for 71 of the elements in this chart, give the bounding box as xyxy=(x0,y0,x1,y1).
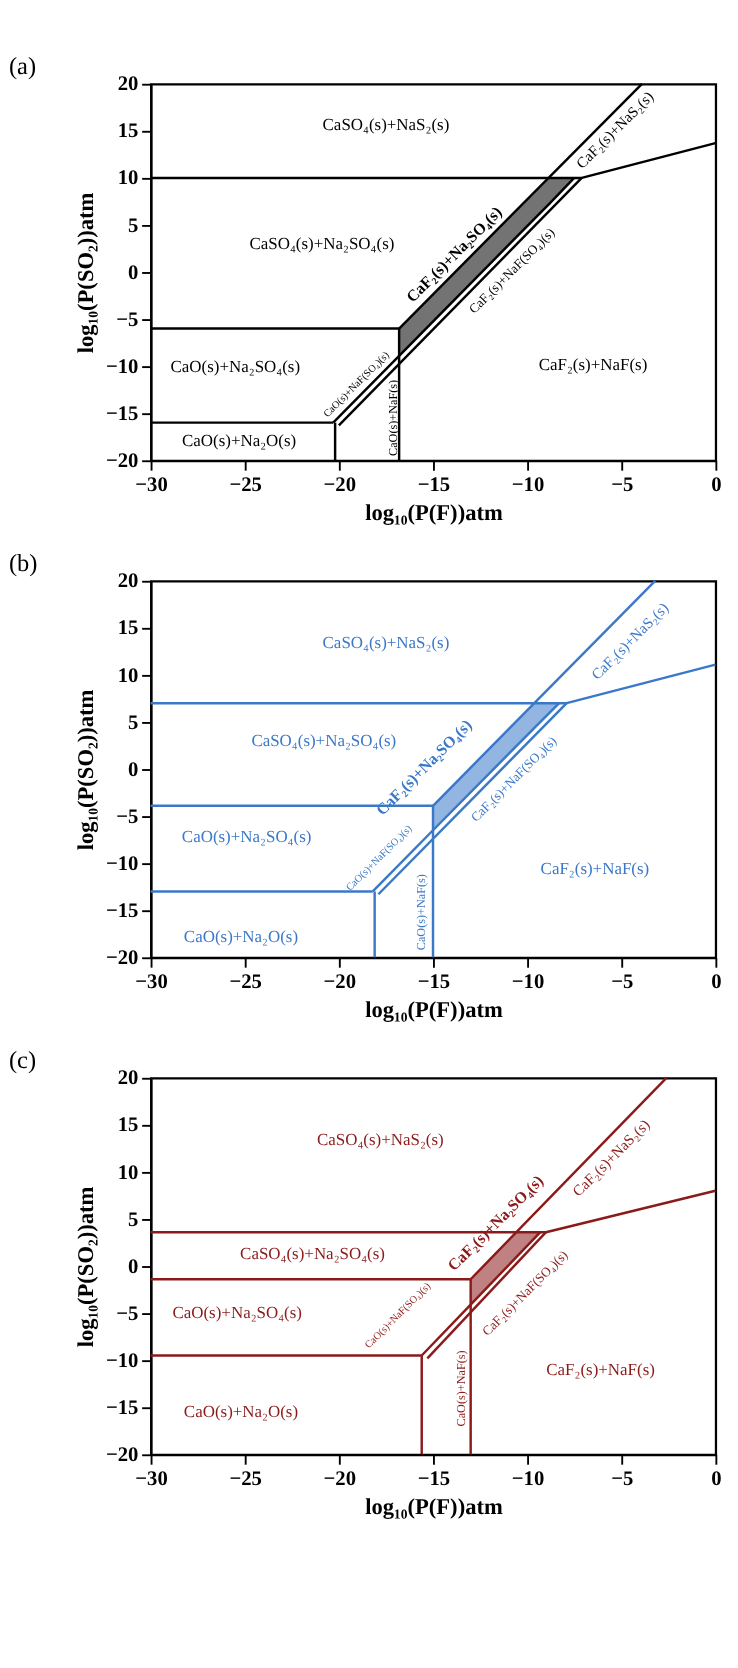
y-tick-label: −5 xyxy=(116,806,139,829)
y-tick-label: −10 xyxy=(105,1350,139,1373)
annotation: CaO(s)+Na₂SO₄(s) xyxy=(170,355,301,376)
x-tick-label: −20 xyxy=(323,1469,357,1492)
annotation: CaO(s)+Na₂SO₄(s) xyxy=(172,1301,303,1322)
annotation: CaF₂(s)+NaF(s) xyxy=(538,353,648,374)
y-tick-label: 0 xyxy=(128,1256,139,1279)
y-axis-title: log₁₀(P(SO₂))atm xyxy=(74,191,99,354)
y-tick-label: 20 xyxy=(117,74,139,97)
annotation: CaF₂(s)+NaF(s) xyxy=(540,857,650,878)
annotation: CaO(s)+Na₂O(s) xyxy=(183,1400,299,1421)
y-tick-label: −20 xyxy=(105,1444,139,1467)
annotation: CaSO₄(s)+Na₂SO₄(s) xyxy=(240,1243,386,1264)
x-tick-label: −5 xyxy=(611,475,634,498)
x-tick-label: −30 xyxy=(135,1469,168,1492)
y-tick-label: −10 xyxy=(105,853,139,876)
y-tick-label: 5 xyxy=(128,1209,139,1232)
y-axis-title: log₁₀(P(SO₂))atm xyxy=(74,1185,99,1348)
y-tick-label: 10 xyxy=(117,1162,139,1185)
y-tick-label: 15 xyxy=(117,1115,139,1138)
y-tick-label: 10 xyxy=(117,665,139,688)
y-tick-label: 5 xyxy=(128,712,139,735)
x-axis-title: log₁₀(P(F))atm xyxy=(365,501,504,526)
x-tick-label: −20 xyxy=(323,972,357,995)
y-tick-label: −20 xyxy=(105,947,139,970)
y-tick-label: 20 xyxy=(117,571,139,594)
y-tick-label: 0 xyxy=(128,262,139,285)
y-tick-label: −15 xyxy=(105,403,139,426)
annotation: CaO(s)+Na₂SO₄(s) xyxy=(181,825,312,846)
x-tick-label: −5 xyxy=(611,1469,634,1492)
annotation: CaF₂(s)+NaF(s) xyxy=(546,1359,656,1380)
annotation: CaO(s)+Na₂O(s) xyxy=(181,430,297,451)
annotation: CaO(s)+Na₂O(s) xyxy=(183,926,299,947)
y-tick-label: 10 xyxy=(117,168,139,191)
x-axis-title: log₁₀(P(F))atm xyxy=(365,998,504,1023)
x-tick-label: −25 xyxy=(229,475,262,498)
x-tick-label: 0 xyxy=(711,475,722,498)
annotation: CaSO₄(s)+NaS₂(s) xyxy=(322,113,450,134)
chart-title: (a) xyxy=(8,52,37,81)
y-tick-label: −15 xyxy=(105,1397,139,1420)
y-tick-label: −5 xyxy=(116,309,139,332)
x-tick-label: −5 xyxy=(611,972,634,995)
x-tick-label: −15 xyxy=(417,1469,451,1492)
annotation: CaSO₄(s)+NaS₂(s) xyxy=(316,1128,445,1149)
x-tick-label: −30 xyxy=(135,972,168,995)
y-tick-label: 20 xyxy=(117,1068,139,1091)
y-tick-label: 15 xyxy=(117,618,139,641)
y-tick-label: 5 xyxy=(128,215,139,238)
x-tick-label: −10 xyxy=(511,475,545,498)
annotation: CaSO₄(s)+Na₂SO₄(s) xyxy=(249,233,395,254)
x-tick-label: −20 xyxy=(323,475,357,498)
x-tick-label: −30 xyxy=(135,475,168,498)
chart-title: (b) xyxy=(8,549,38,578)
x-tick-label: −25 xyxy=(229,972,262,995)
y-tick-label: −20 xyxy=(105,450,139,473)
x-axis-title: log₁₀(P(F))atm xyxy=(365,1495,504,1520)
chart-title: (c) xyxy=(8,1046,37,1075)
x-tick-label: −15 xyxy=(417,475,451,498)
x-tick-label: −15 xyxy=(417,972,451,995)
y-tick-label: 0 xyxy=(128,759,139,782)
y-tick-label: −5 xyxy=(116,1303,139,1326)
x-tick-label: −10 xyxy=(511,1469,545,1492)
x-tick-label: 0 xyxy=(711,972,722,995)
y-tick-label: −15 xyxy=(105,900,139,923)
y-tick-label: 15 xyxy=(117,121,139,144)
x-tick-label: −25 xyxy=(229,1469,262,1492)
x-tick-label: 0 xyxy=(711,1469,722,1492)
y-tick-label: −10 xyxy=(105,356,139,379)
y-axis-title: log₁₀(P(SO₂))atm xyxy=(74,688,99,851)
annotation: CaSO₄(s)+NaS₂(s) xyxy=(322,631,450,652)
x-tick-label: −10 xyxy=(511,972,545,995)
